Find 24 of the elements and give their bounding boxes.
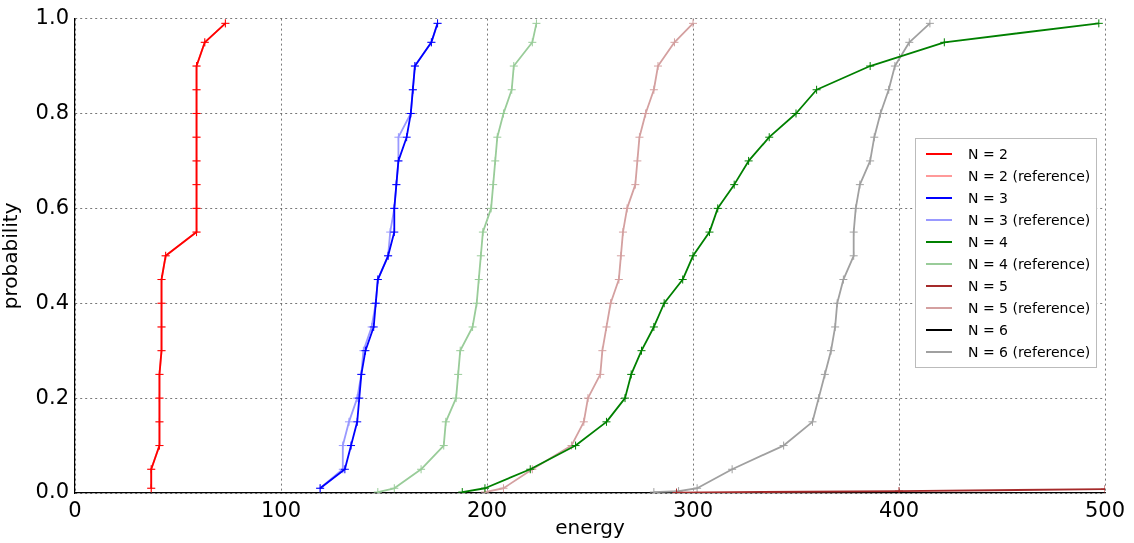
legend-label: N = 6 <box>968 320 1009 340</box>
legend-label: N = 5 (reference) <box>968 298 1091 318</box>
x-tick-label: 200 <box>466 498 508 523</box>
y-axis-title: probability <box>0 202 23 310</box>
x-tick-label: 0 <box>68 498 82 523</box>
y-tick-label: 0.2 <box>35 384 69 409</box>
legend-label: N = 5 <box>968 276 1009 296</box>
legend-label: N = 2 (reference) <box>968 166 1091 186</box>
legend-label: N = 3 (reference) <box>968 210 1091 230</box>
x-tick-label: 100 <box>260 498 302 523</box>
legend-label: N = 4 (reference) <box>968 254 1091 274</box>
legend-label: N = 4 <box>968 232 1009 252</box>
x-tick-label: 500 <box>1084 498 1126 523</box>
y-tick-label: 0.4 <box>35 289 69 314</box>
x-axis-title: energy <box>555 515 626 540</box>
legend-label: N = 3 <box>968 188 1009 208</box>
y-tick-label: 0.6 <box>35 194 69 219</box>
x-tick-label: 300 <box>672 498 714 523</box>
legend-label: N = 2 <box>968 144 1009 164</box>
y-tick-label: 1.0 <box>35 5 69 30</box>
legend-label: N = 6 (reference) <box>968 342 1091 362</box>
y-tick-label: 0.0 <box>35 479 69 504</box>
y-tick-label: 0.8 <box>35 99 69 124</box>
x-tick-label: 400 <box>878 498 920 523</box>
